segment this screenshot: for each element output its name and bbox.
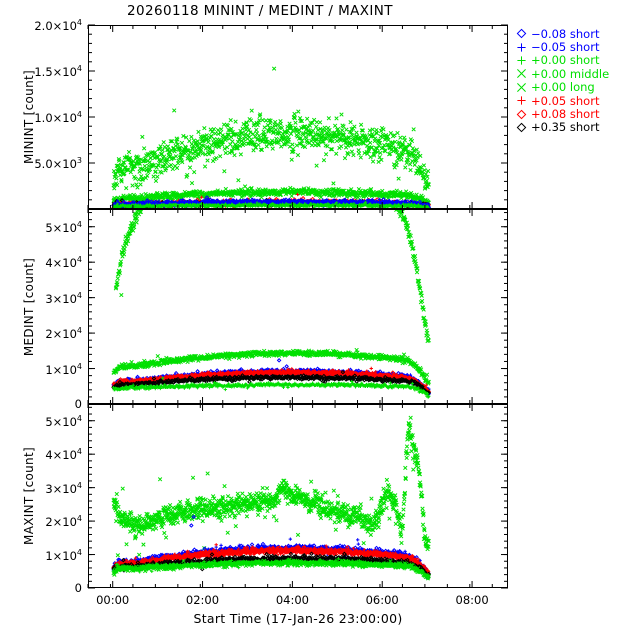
legend-label: +0.35 short bbox=[531, 120, 600, 135]
y-axis-title-medint: MEDINT [count] bbox=[22, 257, 36, 356]
x-tick-label: 06:00 bbox=[365, 593, 399, 607]
y-tick-label: 0 bbox=[74, 581, 82, 595]
legend-item-4[interactable]: +0.00 long bbox=[515, 80, 640, 95]
legend-item-0[interactable]: −0.08 short bbox=[515, 26, 640, 41]
legend-item-3[interactable]: +0.00 middle bbox=[515, 66, 640, 81]
legend-label: +0.08 short bbox=[531, 107, 600, 122]
panel-maxint bbox=[88, 404, 508, 588]
legend-item-1[interactable]: −0.05 short bbox=[515, 40, 640, 55]
legend-item-6[interactable]: +0.08 short bbox=[515, 107, 640, 122]
legend-item-5[interactable]: +0.05 short bbox=[515, 93, 640, 108]
plus-icon bbox=[517, 42, 526, 52]
legend-label: +0.00 short bbox=[531, 53, 600, 68]
y-tick-label: 1×104 bbox=[45, 361, 82, 377]
y-tick-label: 0 bbox=[74, 397, 82, 411]
y-tick-label: 3×104 bbox=[45, 290, 82, 306]
y-axis-title-minint: MININT [count] bbox=[22, 70, 36, 164]
y-tick-label: 5×104 bbox=[45, 219, 82, 235]
legend-label: −0.05 short bbox=[531, 40, 600, 55]
cross-icon bbox=[517, 69, 526, 79]
y-tick-label: 1.5×104 bbox=[34, 64, 82, 79]
legend-item-2[interactable]: +0.00 short bbox=[515, 53, 640, 68]
legend-label: +0.05 short bbox=[531, 93, 600, 108]
x-tick-label: 08:00 bbox=[455, 593, 489, 607]
plus-icon bbox=[517, 96, 526, 105]
cross-icon bbox=[517, 82, 526, 92]
y-tick-label: 2×104 bbox=[45, 326, 82, 341]
minint-plot-area bbox=[111, 66, 432, 208]
legend-label: −0.08 short bbox=[531, 26, 600, 41]
legend-label: +0.00 long bbox=[531, 80, 595, 95]
diamond-icon bbox=[516, 109, 527, 119]
legend: −0.08 short −0.05 short +0.00 short +0.00 m… bbox=[515, 27, 640, 134]
y-tick-label: 3×104 bbox=[45, 480, 82, 496]
y-tick-label: 1×104 bbox=[45, 547, 82, 563]
diamond-icon bbox=[516, 28, 527, 39]
maxint-plot-area bbox=[111, 415, 432, 581]
y-tick-label: 4×104 bbox=[45, 447, 82, 463]
panel-minint bbox=[88, 25, 508, 209]
x-tick-label: 02:00 bbox=[185, 593, 220, 607]
x-tick-label: 04:00 bbox=[275, 593, 309, 607]
y-tick-label: 1.0×104 bbox=[34, 110, 82, 125]
y-tick-label: 2×104 bbox=[45, 514, 82, 529]
y-tick-label: 2.0×104 bbox=[34, 18, 82, 33]
y-tick-label: 5×104 bbox=[45, 413, 82, 429]
x-tick-label: 00:00 bbox=[96, 593, 130, 607]
legend-item-7[interactable]: +0.35 short bbox=[515, 120, 640, 135]
y-tick-label: 5.0×103 bbox=[34, 156, 82, 171]
y-axis-title-maxint: MAXINT [count] bbox=[22, 447, 36, 545]
legend-label: +0.00 middle bbox=[531, 66, 610, 81]
panel-medint bbox=[88, 209, 508, 404]
medint-plot-area bbox=[111, 210, 432, 399]
y-tick-label: 4×104 bbox=[45, 255, 82, 271]
page-title: 20260118 MININT / MEDINT / MAXINT bbox=[127, 3, 393, 19]
plus-icon bbox=[517, 56, 526, 65]
x-axis-title: Start Time (17-Jan-26 23:00:00) bbox=[193, 611, 403, 626]
diamond-icon bbox=[516, 122, 527, 133]
